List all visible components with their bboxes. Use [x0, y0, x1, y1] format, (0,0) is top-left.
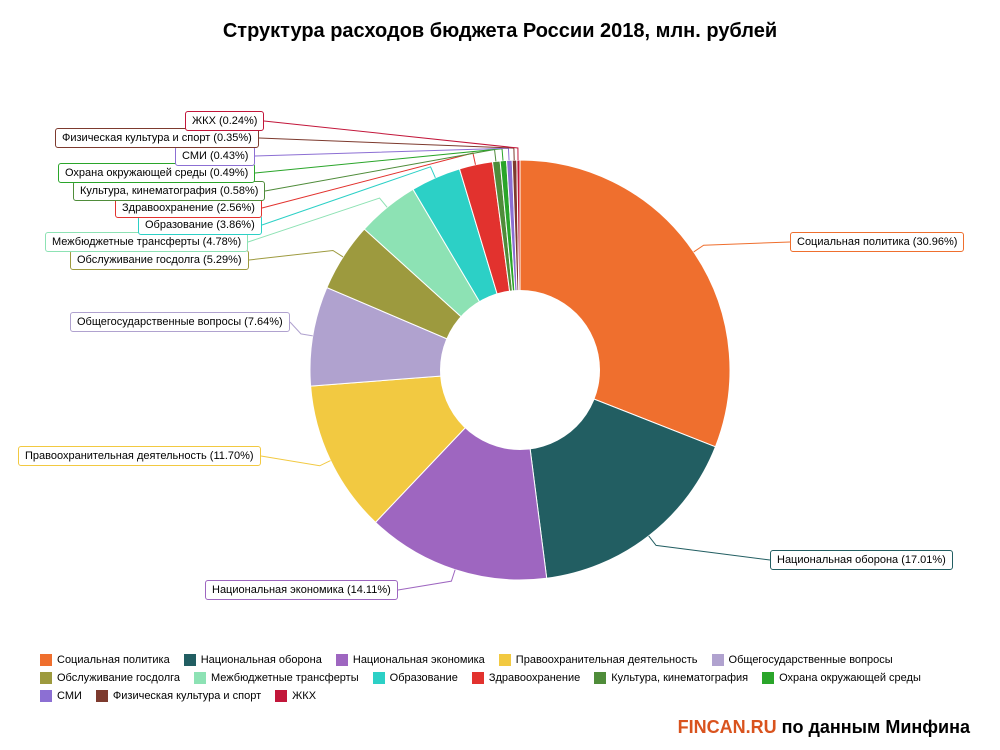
legend-label: Образование	[390, 672, 458, 684]
legend-label: СМИ	[57, 690, 82, 702]
legend-swatch	[194, 672, 206, 684]
leader-line	[290, 322, 313, 336]
donut-hole	[440, 290, 600, 450]
legend-swatch	[499, 654, 511, 666]
legend-label: ЖКХ	[292, 690, 316, 702]
leader-line	[694, 242, 790, 252]
legend-swatch	[40, 654, 52, 666]
legend-label: Здравоохранение	[489, 672, 580, 684]
legend-item: Социальная политика	[40, 654, 170, 666]
legend-item: Физическая культура и спорт	[96, 690, 261, 702]
legend-label: Национальная оборона	[201, 654, 322, 666]
legend-item: Здравоохранение	[472, 672, 580, 684]
legend-swatch	[336, 654, 348, 666]
callout-label: Образование (3.86%)	[138, 215, 262, 235]
legend-label: Обслуживание госдолга	[57, 672, 180, 684]
callout-label: Охрана окружающей среды (0.49%)	[58, 163, 255, 183]
legend-label: Национальная экономика	[353, 654, 485, 666]
legend-label: Правоохранительная деятельность	[516, 654, 698, 666]
callout-label: Здравоохранение (2.56%)	[115, 198, 262, 218]
callout-label: Национальная экономика (14.11%)	[205, 580, 398, 600]
legend: Социальная политика Национальная оборона Н…	[40, 654, 960, 702]
credit-suffix: по данным Минфина	[777, 717, 970, 737]
chart-area	[0, 0, 1000, 750]
callout-label: Общегосударственные вопросы (7.64%)	[70, 312, 290, 332]
callout-label: Культура, кинематография (0.58%)	[73, 181, 265, 201]
legend-item: Общегосударственные вопросы	[712, 654, 893, 666]
legend-item: Культура, кинематография	[594, 672, 748, 684]
callout-label: Межбюджетные трансферты (4.78%)	[45, 232, 248, 252]
legend-item: Национальная оборона	[184, 654, 322, 666]
credit-source: FINCAN.RU	[678, 717, 777, 737]
legend-swatch	[762, 672, 774, 684]
legend-item: Охрана окружающей среды	[762, 672, 921, 684]
legend-label: Общегосударственные вопросы	[729, 654, 893, 666]
callout-label: Социальная политика (30.96%)	[790, 232, 964, 252]
legend-swatch	[472, 672, 484, 684]
legend-item: Образование	[373, 672, 458, 684]
legend-swatch	[594, 672, 606, 684]
pie-chart	[0, 0, 1000, 750]
legend-item: Национальная экономика	[336, 654, 485, 666]
leader-line	[261, 456, 331, 466]
legend-label: Социальная политика	[57, 654, 170, 666]
credit-line: FINCAN.RU по данным Минфина	[678, 717, 970, 738]
callout-label: ЖКХ (0.24%)	[185, 111, 264, 131]
legend-item: Межбюджетные трансферты	[194, 672, 359, 684]
legend-label: Культура, кинематография	[611, 672, 748, 684]
leader-line	[249, 250, 343, 260]
page: Структура расходов бюджета России 2018, …	[0, 0, 1000, 750]
legend-item: Правоохранительная деятельность	[499, 654, 698, 666]
leader-line	[398, 570, 455, 590]
callout-label: Правоохранительная деятельность (11.70%)	[18, 446, 261, 466]
leader-line	[255, 148, 509, 160]
legend-swatch	[184, 654, 196, 666]
callout-label: СМИ (0.43%)	[175, 146, 255, 166]
legend-label: Физическая культура и спорт	[113, 690, 261, 702]
legend-swatch	[40, 690, 52, 702]
legend-label: Охрана окружающей среды	[779, 672, 921, 684]
callout-label: Обслуживание госдолга (5.29%)	[70, 250, 249, 270]
legend-label: Межбюджетные трансферты	[211, 672, 359, 684]
legend-item: ЖКХ	[275, 690, 316, 702]
legend-swatch	[40, 672, 52, 684]
legend-swatch	[96, 690, 108, 702]
leader-line	[649, 536, 770, 560]
legend-swatch	[712, 654, 724, 666]
legend-item: Обслуживание госдолга	[40, 672, 180, 684]
callout-label: Национальная оборона (17.01%)	[770, 550, 953, 570]
legend-swatch	[275, 690, 287, 702]
callout-label: Физическая культура и спорт (0.35%)	[55, 128, 259, 148]
legend-swatch	[373, 672, 385, 684]
legend-item: СМИ	[40, 690, 82, 702]
